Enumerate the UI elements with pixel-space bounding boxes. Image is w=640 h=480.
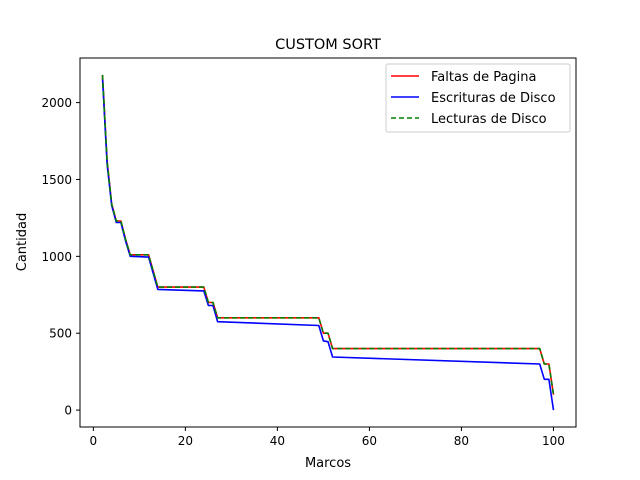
legend: Faltas de Pagina Escrituras de Disco Lec… (385, 63, 571, 133)
y-tick-label: 2000 (41, 96, 72, 110)
y-tick-label: 1500 (41, 173, 72, 187)
legend-label-faltas: Faltas de Pagina (431, 70, 537, 85)
y-axis-ticks: 0 500 1000 1500 2000 (41, 96, 80, 418)
x-tick-label: 100 (542, 434, 565, 448)
x-tick-label: 0 (90, 434, 98, 448)
plot-lines (101, 74, 555, 411)
x-tick-label: 80 (454, 434, 469, 448)
y-axis-label: Cantidad (15, 213, 30, 271)
x-axis-label: Marcos (305, 456, 351, 471)
series-line-escrituras-de-disco (101, 77, 555, 411)
y-tick-label: 500 (49, 327, 72, 341)
y-tick-label: 1000 (41, 250, 72, 264)
x-tick-label: 20 (178, 434, 193, 448)
x-axis-ticks: 0 20 40 60 80 100 (90, 427, 565, 448)
x-tick-label: 60 (362, 434, 377, 448)
x-tick-label: 40 (270, 434, 285, 448)
legend-label-lecturas: Lecturas de Disco (431, 112, 547, 127)
series-line-lecturas-de-disco (101, 74, 555, 395)
axes-frame (79, 57, 577, 428)
y-tick-label: 0 (64, 404, 72, 418)
legend-label-escrituras: Escrituras de Disco (431, 91, 556, 106)
legend-box (385, 63, 571, 133)
chart-title: CUSTOM SORT (275, 37, 381, 53)
